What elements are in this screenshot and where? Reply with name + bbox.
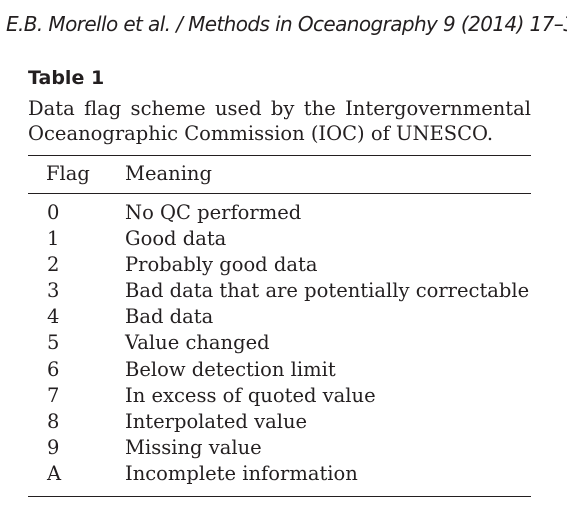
table-row: 3 Bad data that are potentially correctab…: [0, 279, 567, 305]
flag-cell: 7: [47, 383, 60, 407]
table-row: 7 In excess of quoted value: [0, 384, 567, 410]
flag-cell: A: [47, 461, 62, 485]
flag-cell: 9: [47, 435, 60, 459]
flag-cell: 2: [47, 253, 60, 277]
flag-cell: 1: [47, 227, 60, 251]
flag-cell: 4: [47, 305, 60, 329]
meaning-cell: Good data: [125, 227, 227, 251]
table-label: Table 1: [28, 67, 105, 89]
meaning-cell: Probably good data: [125, 253, 318, 277]
column-header-meaning: Meaning: [125, 162, 212, 185]
table-header-rule: [28, 193, 531, 194]
meaning-cell: Bad data that are potentially correctabl…: [125, 279, 530, 303]
meaning-cell: Value changed: [125, 331, 270, 355]
table-row: 8 Interpolated value: [0, 410, 567, 436]
meaning-cell: No QC performed: [125, 201, 302, 224]
table-row: 4 Bad data: [0, 305, 567, 331]
meaning-cell: Bad data: [125, 305, 214, 329]
table-top-rule: [28, 155, 531, 156]
meaning-cell: Missing value: [125, 435, 262, 459]
running-header: E.B. Morello et al. / Methods in Oceanog…: [6, 12, 567, 36]
flag-cell: 8: [47, 409, 60, 433]
column-header-flag: Flag: [46, 162, 90, 185]
table-row: 2 Probably good data: [0, 253, 567, 279]
table-caption: Data flag scheme used by the Intergovern…: [28, 97, 531, 145]
table-row: 5 Value changed: [0, 331, 567, 357]
flag-cell: 6: [47, 357, 60, 381]
meaning-cell: Interpolated value: [125, 409, 308, 433]
table-row: 0 No QC performed: [0, 201, 567, 227]
table-row: A Incomplete information: [0, 462, 567, 488]
table-body: 0 No QC performed 1 Good data 2 Probably go…: [0, 201, 567, 488]
meaning-cell: Incomplete information: [125, 461, 358, 485]
table-row: 6 Below detection limit: [0, 358, 567, 384]
table-row: 9 Missing value: [0, 436, 567, 462]
flag-cell: 0: [47, 201, 60, 224]
flag-cell: 3: [47, 279, 60, 303]
meaning-cell: Below detection limit: [125, 357, 336, 381]
table-bottom-rule: [28, 496, 531, 497]
meaning-cell: In excess of quoted value: [125, 383, 376, 407]
flag-cell: 5: [47, 331, 60, 355]
table-row: 1 Good data: [0, 227, 567, 253]
